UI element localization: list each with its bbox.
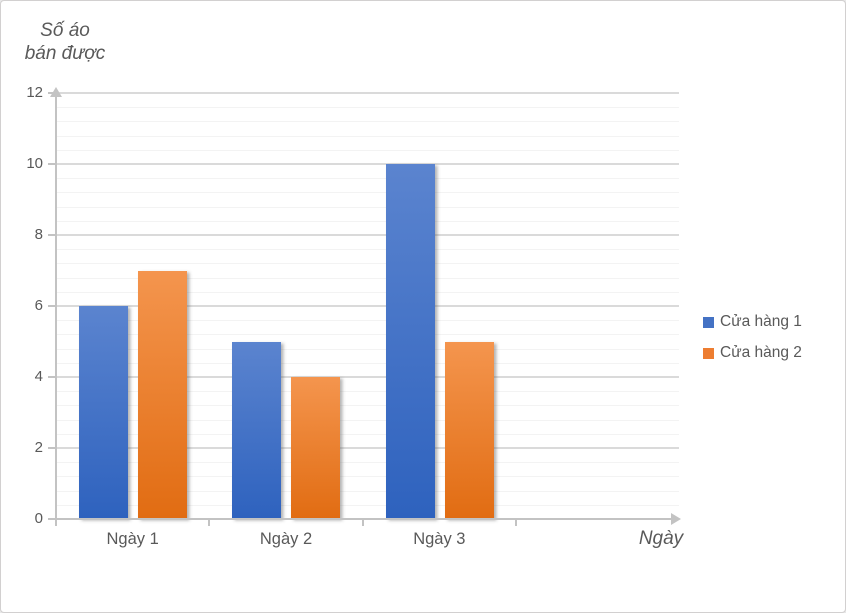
- minor-gridline: [56, 348, 679, 350]
- y-axis-tick: [48, 163, 56, 165]
- minor-gridline: [56, 121, 679, 123]
- y-axis-line: [55, 95, 57, 521]
- major-gridline: [56, 234, 679, 236]
- minor-gridline: [56, 277, 679, 279]
- minor-gridline: [56, 433, 679, 435]
- x-category-label: Ngày 3: [413, 530, 466, 548]
- bar-series2-ngày-1[interactable]: [138, 270, 187, 519]
- minor-gridline: [56, 107, 679, 109]
- minor-gridline: [56, 362, 679, 364]
- y-axis-arrow: [50, 87, 62, 97]
- major-gridline: [56, 163, 679, 165]
- legend-label-cua-hang-1: Cửa hàng 1: [720, 313, 802, 330]
- bar-series2-ngày-2[interactable]: [291, 377, 341, 519]
- minor-gridline: [56, 334, 679, 336]
- y-axis-tick: [48, 234, 56, 236]
- minor-gridline: [56, 220, 679, 222]
- bar-series1-ngày-3[interactable]: [385, 164, 435, 519]
- minor-gridline: [56, 476, 679, 478]
- minor-gridline: [56, 178, 679, 180]
- y-axis-tick: [48, 305, 56, 307]
- major-gridline: [56, 92, 679, 94]
- y-axis-title-line1: Số áo: [40, 20, 90, 41]
- minor-gridline: [56, 490, 679, 492]
- minor-gridline: [56, 419, 679, 421]
- x-axis-arrow: [671, 513, 681, 525]
- y-tick-label: 10: [26, 155, 43, 172]
- y-axis-tick: [48, 447, 56, 449]
- y-tick-label: 0: [34, 510, 43, 527]
- x-axis-tick: [361, 519, 364, 526]
- bar-series2-ngày-3[interactable]: [444, 341, 494, 519]
- y-axis-tick: [48, 376, 56, 378]
- x-axis-tick: [55, 519, 57, 526]
- minor-gridline: [56, 320, 679, 322]
- bar-series1-ngày-1[interactable]: [79, 306, 128, 519]
- x-category-label: Ngày 2: [259, 530, 313, 548]
- minor-gridline: [56, 135, 679, 137]
- bar-series1-ngày-2[interactable]: [232, 341, 282, 519]
- x-axis-title: Ngày: [638, 528, 684, 549]
- x-category-label: Ngày 1: [106, 530, 159, 548]
- minor-gridline: [56, 291, 679, 293]
- minor-gridline: [56, 206, 679, 208]
- legend: Cửa hàng 1 Cửa hàng 2: [703, 313, 802, 362]
- legend-label-cua-hang-2: Cửa hàng 2: [720, 344, 802, 361]
- minor-gridline: [56, 149, 679, 151]
- legend-swatch-cua-hang-1: [703, 316, 714, 328]
- legend-item-series-2[interactable]: Cửa hàng 2: [703, 344, 802, 362]
- y-tick-label: 12: [26, 84, 43, 101]
- y-axis-tick: [48, 518, 56, 520]
- legend-item-series-1[interactable]: Cửa hàng 1: [703, 313, 802, 331]
- minor-gridline: [56, 405, 679, 407]
- minor-gridline: [56, 249, 679, 251]
- major-gridline: [56, 376, 679, 378]
- minor-gridline: [56, 391, 679, 393]
- y-axis-title-line2: bán được: [24, 43, 106, 65]
- minor-gridline: [56, 504, 679, 506]
- minor-gridline: [56, 192, 679, 194]
- minor-gridline: [56, 462, 679, 464]
- y-tick-label: 8: [34, 226, 43, 243]
- major-gridline: [56, 305, 679, 307]
- major-gridline: [56, 447, 679, 449]
- legend-swatch-cua-hang-2: [703, 347, 714, 359]
- y-tick-label: 4: [34, 368, 43, 385]
- y-axis-tick: [48, 92, 56, 94]
- minor-gridline: [56, 263, 679, 265]
- y-axis-title: Số áo bán được: [15, 19, 115, 65]
- x-axis-tick: [515, 519, 517, 526]
- y-tick-label: 6: [34, 297, 43, 314]
- y-tick-label: 2: [34, 439, 43, 456]
- x-axis-tick: [208, 519, 211, 526]
